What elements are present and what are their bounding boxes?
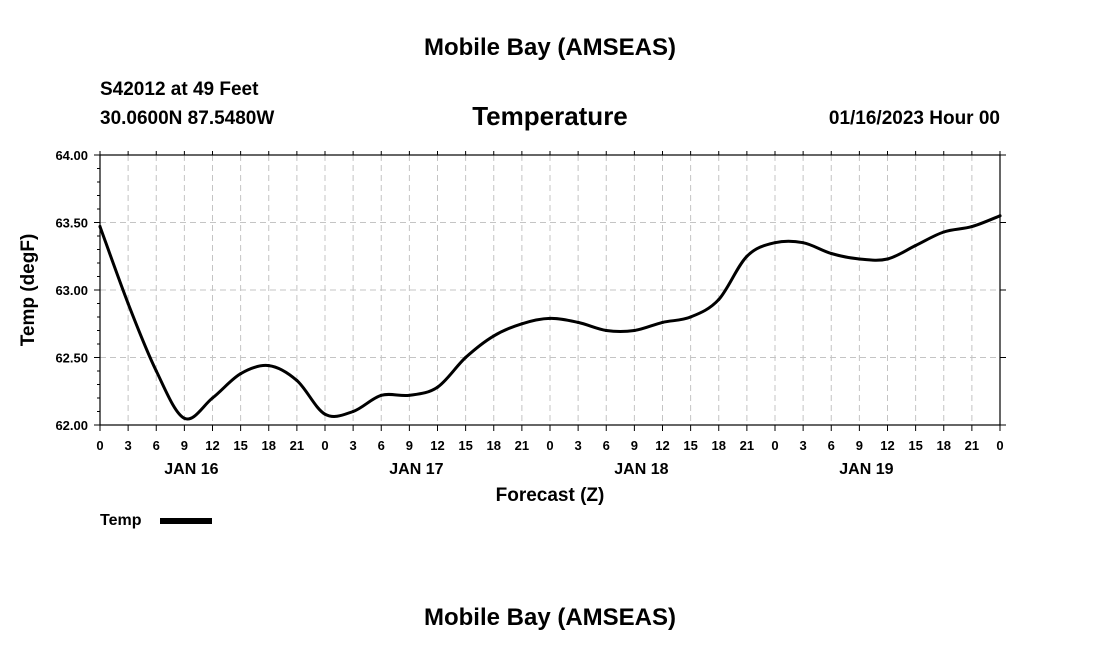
x-tick-label: 3	[575, 438, 582, 453]
x-tick-label: 3	[350, 438, 357, 453]
y-tick-label: 63.00	[55, 283, 88, 298]
x-tick-label: 3	[800, 438, 807, 453]
x-tick-label: 12	[430, 438, 444, 453]
temp-data-point	[661, 320, 664, 324]
temp-series-points	[98, 214, 1002, 420]
temp-data-point	[576, 320, 580, 324]
temp-data-point	[717, 297, 721, 301]
temp-data-point	[886, 257, 889, 261]
x-tick-label: 18	[712, 438, 726, 453]
x-tick-labels: 0 3 6 9 12 15 18 21 0 3 6 9 12 15 18 21 0 3 6 9 12 15 18 21 0 3 6 9…	[96, 438, 1003, 453]
temp-data-point	[436, 385, 439, 389]
x-tick-label: 18	[937, 438, 951, 453]
y-tick-label: 62.00	[55, 418, 88, 433]
temp-data-point	[126, 302, 130, 305]
x-tick-label: 21	[290, 438, 304, 453]
temp-data-point	[942, 230, 946, 234]
x-tick-label: 6	[828, 438, 835, 453]
x-tick-label: 21	[965, 438, 979, 453]
x-tick-label: 6	[603, 438, 610, 453]
legend-label: Temp	[100, 512, 142, 529]
temp-data-point	[689, 315, 693, 319]
x-tick-label: 12	[655, 438, 669, 453]
temp-data-point	[857, 257, 861, 261]
temp-data-point	[295, 378, 299, 382]
temp-data-point	[182, 416, 186, 420]
day-label: JAN 19	[839, 461, 893, 478]
x-tick-label: 18	[262, 438, 276, 453]
x-tick-label: 6	[378, 438, 385, 453]
y-tick-label: 63.50	[55, 216, 88, 231]
x-tick-label: 15	[908, 438, 922, 453]
temp-data-point	[464, 356, 468, 359]
day-label: JAN 17	[389, 461, 443, 478]
temp-data-point	[492, 334, 496, 338]
x-tick-label: 0	[96, 438, 103, 453]
x-tick-label: 9	[856, 438, 863, 453]
y-axis-label: Temp (degF)	[18, 234, 39, 347]
temp-data-point	[211, 396, 214, 400]
day-labels: JAN 16 JAN 17 JAN 18 JAN 19	[164, 461, 893, 478]
temp-data-point	[154, 369, 158, 373]
y-tick-labels: 62.00 62.50 63.00 63.50 64.00	[55, 148, 88, 433]
x-axis-label: Forecast (Z)	[496, 485, 605, 506]
temp-data-point	[998, 214, 1002, 218]
x-tick-label: 6	[153, 438, 160, 453]
temp-data-point	[351, 410, 355, 413]
x-tick-label: 12	[880, 438, 894, 453]
temp-data-point	[520, 322, 524, 326]
y-tick-label: 64.00	[55, 148, 88, 163]
temp-data-point	[267, 364, 271, 368]
temp-data-point	[323, 412, 327, 416]
temp-data-point	[970, 225, 974, 229]
x-tick-label: 0	[996, 438, 1003, 453]
temp-data-point	[407, 393, 411, 397]
temp-data-point	[379, 393, 383, 397]
temp-data-point	[801, 241, 805, 245]
x-tick-label: 15	[458, 438, 472, 453]
temp-data-point	[604, 329, 608, 332]
temp-data-point	[745, 254, 749, 258]
x-tick-label: 3	[125, 438, 132, 453]
x-tick-label: 9	[181, 438, 188, 453]
x-tick-label: 0	[321, 438, 328, 453]
plot-grid	[100, 155, 1000, 425]
temp-data-point	[239, 372, 243, 376]
x-tick-label: 12	[205, 438, 219, 453]
x-tick-label: 0	[771, 438, 778, 453]
x-tick-label: 21	[740, 438, 754, 453]
temp-data-point	[632, 329, 636, 332]
x-tick-label: 0	[546, 438, 553, 453]
x-tick-label: 9	[631, 438, 638, 453]
x-tick-label: 21	[515, 438, 529, 453]
datetime-label: 01/16/2023 Hour 00	[829, 108, 1000, 129]
day-label: JAN 16	[164, 461, 218, 478]
parameter-label: Temperature	[472, 101, 628, 131]
temp-data-point	[548, 316, 552, 320]
location-label: 30.0600N 87.5480W	[100, 108, 274, 129]
temp-data-point	[98, 225, 102, 229]
x-tick-label: 15	[233, 438, 247, 453]
y-tick-label: 62.50	[55, 351, 88, 366]
temp-data-point	[829, 252, 833, 256]
chart-title: Mobile Bay (AMSEAS)	[424, 34, 676, 61]
day-label: JAN 18	[614, 461, 668, 478]
station-label: S42012 at 49 Feet	[100, 79, 259, 100]
footer-title: Mobile Bay (AMSEAS)	[424, 604, 676, 631]
temp-data-point	[773, 241, 777, 245]
x-tick-label: 9	[406, 438, 413, 453]
x-tick-label: 18	[487, 438, 501, 453]
x-tick-label: 15	[683, 438, 697, 453]
temp-data-point	[914, 243, 918, 247]
plot-frame	[99, 154, 1001, 426]
